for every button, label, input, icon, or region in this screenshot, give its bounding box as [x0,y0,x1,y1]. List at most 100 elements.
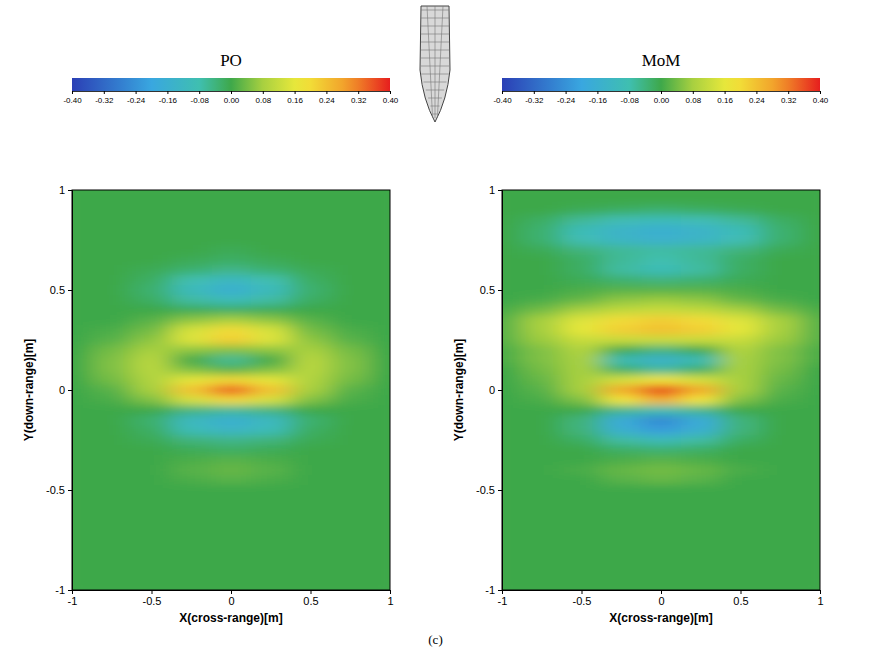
heatmap-cell [760,585,800,590]
heatmap-cell [502,215,522,226]
heatmap-cell [681,255,721,266]
heatmap-cell [291,245,331,256]
heatmap-cell [171,295,211,306]
heatmap-cell [72,445,92,456]
cells [502,190,820,590]
heatmap-cell [601,225,641,236]
heatmap-cell [502,405,522,416]
heatmap-cell [502,575,522,586]
heatmap-cell [330,435,370,446]
x-tick-mark [741,590,742,594]
heatmap-cell [330,415,370,426]
heatmap-cell [800,555,820,566]
x-tick-mark [311,590,312,594]
heatmap-cell [760,345,800,356]
heatmap-cell [601,455,641,466]
heatmap-cell [562,245,602,256]
colorbar-tick-label: 0.24 [319,96,335,105]
target-body [420,6,450,122]
heatmap-cell [92,315,132,326]
colorbar-tick-mark [566,91,567,94]
heatmap-cell [721,505,761,516]
figure-caption: (c) [428,632,442,647]
heatmap-cell [251,385,291,396]
heatmap-cell [171,425,211,436]
heatmap-cell [502,355,522,366]
heatmap-cell [171,525,211,536]
heatmap-cell [72,555,92,566]
y-axis-title: Y(down-range)[m] [452,339,466,442]
heatmap-cell [641,285,681,296]
heatmap-cell [92,275,132,286]
heatmap-cell [641,225,681,236]
heatmap-cell [72,545,92,556]
heatmap-cell [681,505,721,516]
heatmap-cell [721,395,761,406]
heatmap-cell [562,535,602,546]
heatmap-cell [291,355,331,366]
heatmap-cell [211,455,251,466]
heatmap-cell [522,445,562,456]
heatmap-cell [502,505,522,516]
heatmap-cell [721,515,761,526]
heatmap-cell [291,515,331,526]
heatmap-cell [760,555,800,566]
heatmap-cell [171,485,211,496]
colorbar-tick-label: 0.40 [383,96,399,105]
heatmap-cell [502,295,522,306]
heatmap-cell [800,385,820,396]
heatmap-cell [171,545,211,556]
heatmap-cell [800,515,820,526]
heatmap-cell [171,455,211,466]
colorbar-tick-label: 0.32 [351,96,367,105]
colorbar-tick-mark [597,91,598,94]
heatmap-cell [522,205,562,216]
heatmap-cell [211,545,251,556]
y-tick-mark [498,390,502,391]
heatmap-cell [251,495,291,506]
heatmap-cell [562,565,602,576]
heatmap-cell [522,275,562,286]
heatmap-cell [132,265,172,276]
heatmap-cell [681,325,721,336]
heatmap-cell [562,345,602,356]
y-axis-line [498,191,503,591]
heatmap-cell [291,485,331,496]
colorbar-tick-mark [661,91,662,94]
heatmap-cell [681,425,721,436]
heatmap-cell [522,395,562,406]
heatmap-cell [211,190,251,196]
heatmap-cell [760,445,800,456]
heatmap-cell [370,435,390,446]
heatmap-cell [370,495,390,506]
heatmap-cell [251,245,291,256]
heatmap-cell [721,190,761,196]
heatmap-cell [132,575,172,586]
heatmap-cell [800,335,820,346]
heatmap-cell [370,255,390,266]
heatmap-cell [601,435,641,446]
heatmap-cell [522,555,562,566]
heatmap-cell [251,505,291,516]
heatmap-cell [760,235,800,246]
heatmap-cell [601,395,641,406]
heatmap-cell [72,325,92,336]
heatmap-cell [641,295,681,306]
colorbar-tick-label: -0.40 [63,96,82,105]
heatmap-cell [721,425,761,436]
colorbar-tick: 0.40 [383,91,399,105]
heatmap-cell [330,585,370,590]
y-tick-mark [68,290,72,291]
heatmap-cell [760,195,800,206]
heatmap-cell [641,355,681,366]
heatmap-cell [562,455,602,466]
colorbar-tick: 0.32 [781,91,797,105]
heatmap-cell [132,495,172,506]
heatmap-cell [370,195,390,206]
heatmap-cell [291,425,331,436]
heatmap-cell [251,395,291,406]
heatmap-cell [171,215,211,226]
heatmap-cell [522,525,562,536]
heatmap-cell [601,205,641,216]
heatmap-cell [132,335,172,346]
